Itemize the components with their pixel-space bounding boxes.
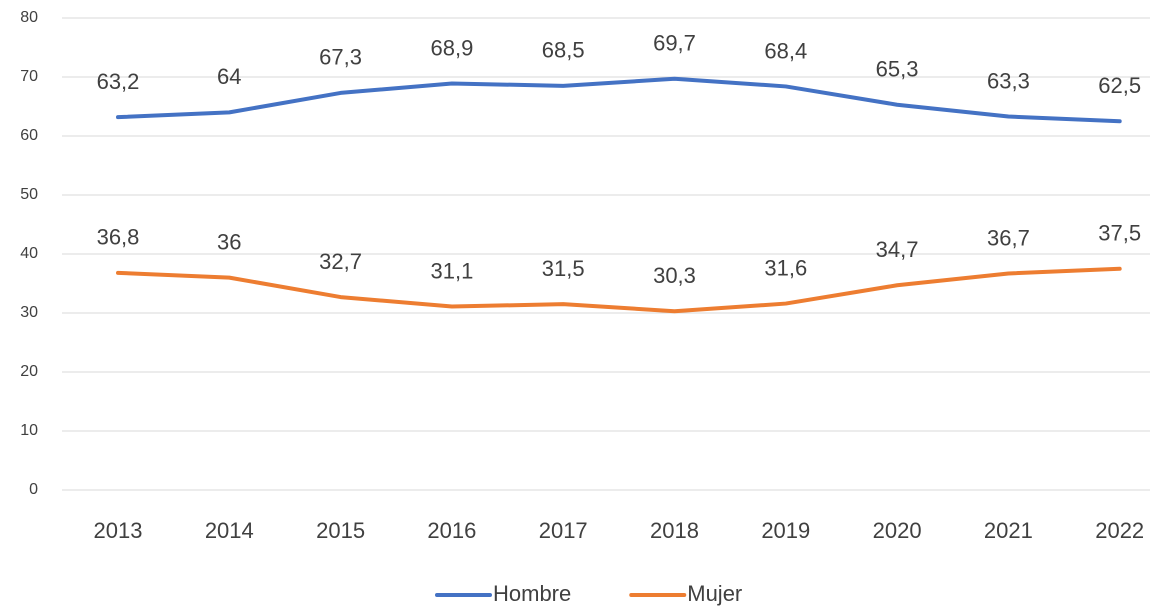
x-tick-label: 2014 — [205, 518, 254, 543]
y-tick-label: 30 — [20, 304, 38, 321]
x-tick-label: 2015 — [316, 518, 365, 543]
data-label: 36,7 — [987, 225, 1030, 250]
data-label: 34,7 — [876, 237, 919, 262]
y-tick-label: 40 — [20, 245, 38, 262]
x-tick-label: 2020 — [873, 518, 922, 543]
x-tick-label: 2018 — [650, 518, 699, 543]
x-tick-label: 2016 — [427, 518, 476, 543]
data-label: 64 — [217, 64, 241, 89]
data-label: 62,5 — [1098, 73, 1141, 98]
data-label: 65,3 — [876, 57, 919, 82]
data-label: 30,3 — [653, 263, 696, 288]
legend-label: Mujer — [687, 581, 742, 606]
legend-label: Hombre — [493, 581, 571, 606]
data-label: 63,3 — [987, 68, 1030, 93]
data-label: 31,5 — [542, 256, 585, 281]
data-label: 32,7 — [319, 249, 362, 274]
data-label: 63,2 — [97, 69, 140, 94]
data-label: 68,9 — [430, 35, 473, 60]
y-tick-label: 10 — [20, 422, 38, 439]
data-label: 68,4 — [764, 38, 807, 63]
series-line — [116, 76, 1122, 124]
data-label: 69,7 — [653, 31, 696, 56]
data-label: 31,6 — [764, 255, 807, 280]
y-tick-label: 60 — [20, 127, 38, 144]
x-tick-label: 2022 — [1095, 518, 1144, 543]
data-label: 36 — [217, 229, 241, 254]
x-tick-label: 2017 — [539, 518, 588, 543]
y-tick-label: 70 — [20, 68, 38, 85]
x-tick-label: 2019 — [761, 518, 810, 543]
data-label: 31,1 — [430, 258, 473, 283]
x-tick-label: 2013 — [94, 518, 143, 543]
y-tick-label: 80 — [20, 9, 38, 26]
data-label: 36,8 — [97, 225, 140, 250]
data-label: 67,3 — [319, 45, 362, 70]
series-line — [116, 266, 1122, 314]
y-tick-label: 50 — [20, 186, 38, 203]
x-tick-label: 2021 — [984, 518, 1033, 543]
y-tick-label: 20 — [20, 363, 38, 380]
y-tick-label: 0 — [29, 481, 38, 498]
data-label: 68,5 — [542, 38, 585, 63]
data-label: 37,5 — [1098, 221, 1141, 246]
